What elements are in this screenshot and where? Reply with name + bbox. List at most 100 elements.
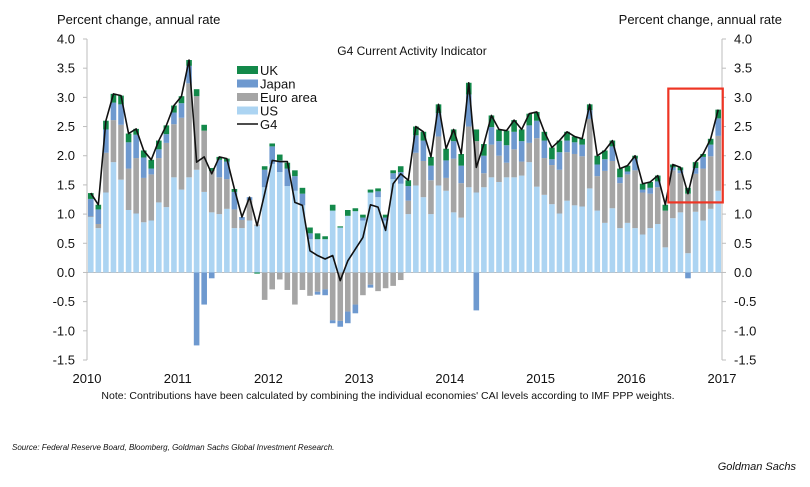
bar-uk <box>420 131 427 141</box>
bar-uk <box>405 180 412 187</box>
bar-us <box>193 169 200 273</box>
bar-us <box>639 234 646 273</box>
bar-japan <box>677 170 684 174</box>
bar-uk <box>148 159 155 169</box>
y-tick-label-left: 0.5 <box>57 236 75 251</box>
bar-euro-area <box>654 187 661 225</box>
bar-japan <box>670 167 676 171</box>
bar-japan <box>503 145 510 163</box>
bar-japan <box>571 142 578 154</box>
bar-euro-area <box>345 272 351 312</box>
bar-us <box>148 220 155 273</box>
bar-euro-area <box>481 173 487 188</box>
y-tick-label-right: -1.5 <box>734 353 756 368</box>
bar-us <box>473 192 480 273</box>
bar-japan <box>420 140 427 161</box>
bar-us <box>450 212 457 273</box>
bar-japan <box>261 169 268 188</box>
bar-euro-area <box>602 170 608 223</box>
bar-euro-area <box>526 142 533 163</box>
bar-uk <box>647 181 653 188</box>
bar-japan <box>715 118 722 136</box>
bar-us <box>156 202 162 273</box>
bar-uk <box>541 131 548 141</box>
bar-uk <box>533 111 540 121</box>
bar-japan <box>292 176 298 191</box>
bar-us <box>579 206 585 273</box>
bar-euro-area <box>261 272 268 300</box>
bar-euro-area <box>609 160 616 209</box>
highlight-box <box>667 87 724 204</box>
bar-euro-area <box>87 216 94 218</box>
bar-euro-area <box>224 179 230 209</box>
bar-us <box>420 197 427 273</box>
bar-japan <box>87 198 94 217</box>
legend-label-japan: Japan <box>260 77 295 92</box>
y-tick-label-right: 3.0 <box>734 90 752 105</box>
bar-us <box>299 205 306 273</box>
bar-uk <box>276 154 283 161</box>
bar-japan <box>488 127 495 145</box>
bar-uk <box>163 125 170 135</box>
bar-us <box>465 187 472 273</box>
legend-swatch-uk <box>237 66 258 74</box>
bar-euro-area <box>208 170 215 213</box>
bar-euro-area <box>163 142 170 208</box>
bar-japan <box>443 160 449 178</box>
bar-us <box>390 179 396 273</box>
y-tick-label-right: 0.5 <box>734 236 752 251</box>
bar-euro-area <box>193 96 200 170</box>
bar-euro-area <box>533 138 540 187</box>
bar-japan <box>579 144 585 157</box>
bar-us <box>677 212 684 273</box>
bar-euro-area <box>571 153 578 206</box>
bar-uk <box>443 148 449 161</box>
bar-uk <box>450 129 457 142</box>
bar-euro-area <box>450 158 457 213</box>
bar-euro-area <box>564 152 570 201</box>
bar-uk <box>526 113 533 126</box>
y-tick-label-left: 4.0 <box>57 32 75 47</box>
bar-japan <box>201 272 207 305</box>
y-tick-label-left: -1.5 <box>53 353 75 368</box>
bar-euro-area <box>503 162 510 178</box>
bar-euro-area <box>458 183 464 218</box>
bar-japan <box>216 159 223 178</box>
bar-euro-area <box>443 177 449 191</box>
bar-us <box>261 187 268 273</box>
bar-euro-area <box>171 124 177 178</box>
bar-us <box>224 208 230 273</box>
bar-euro-area <box>276 272 283 280</box>
bar-japan <box>602 159 608 171</box>
bar-euro-area <box>662 210 669 248</box>
bar-japan <box>171 112 177 125</box>
bar-us <box>307 239 313 273</box>
bar-uk <box>201 124 207 131</box>
bar-us <box>541 194 548 273</box>
bar-japan <box>556 152 563 170</box>
bar-us <box>496 181 502 273</box>
bar-uk <box>617 168 623 178</box>
bar-japan <box>700 156 706 169</box>
bar-japan <box>465 94 472 127</box>
bar-euro-area <box>239 219 245 229</box>
bar-euro-area <box>322 272 328 290</box>
bar-uk <box>87 193 94 199</box>
bar-japan <box>632 158 638 171</box>
bar-uk <box>140 150 147 158</box>
bar-uk <box>390 170 396 174</box>
bar-euro-area <box>269 272 276 290</box>
bar-uk <box>193 89 200 97</box>
bar-japan <box>617 177 623 184</box>
bar-japan <box>594 164 601 177</box>
y-tick-label-left: 3.0 <box>57 90 75 105</box>
bar-euro-area <box>375 272 381 292</box>
bar-japan <box>541 140 548 159</box>
bar-us <box>133 213 139 273</box>
bar-us <box>443 190 449 273</box>
bar-euro-area <box>390 272 396 286</box>
y-tick-label-right: -0.5 <box>734 294 756 309</box>
bar-us <box>375 197 381 273</box>
bar-japan <box>518 141 525 162</box>
